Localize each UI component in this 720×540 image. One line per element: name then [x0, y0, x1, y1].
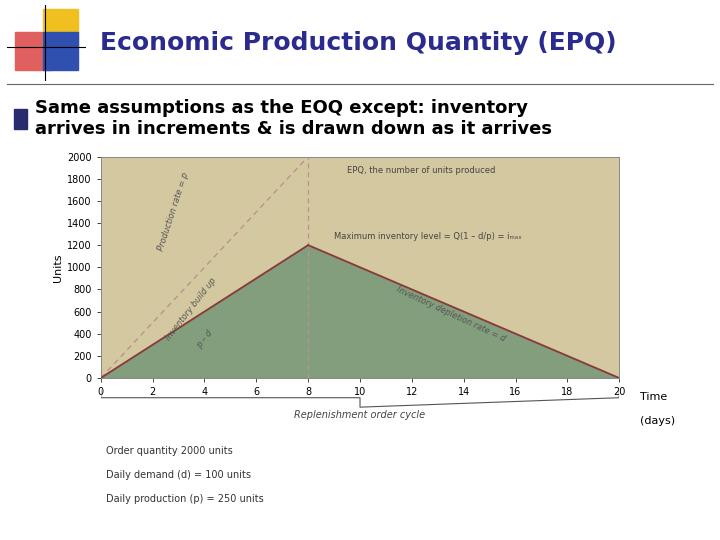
Polygon shape — [101, 245, 619, 378]
Bar — [14, 109, 27, 129]
Text: Production rate = p: Production rate = p — [156, 172, 190, 252]
Text: Replenishment order cycle: Replenishment order cycle — [294, 410, 426, 420]
Text: Economic Production Quantity (EPQ): Economic Production Quantity (EPQ) — [100, 31, 616, 55]
Text: Daily demand (d) = 100 units: Daily demand (d) = 100 units — [106, 470, 251, 480]
Y-axis label: Units: Units — [53, 253, 63, 281]
Text: Order quantity 2000 units: Order quantity 2000 units — [106, 446, 233, 456]
Text: (days): (days) — [640, 416, 675, 426]
Text: Maximum inventory level = Q(1 – d/p) = iₘₐₓ: Maximum inventory level = Q(1 – d/p) = i… — [334, 232, 522, 241]
Text: p – d: p – d — [194, 328, 215, 350]
Text: Daily production (p) = 250 units: Daily production (p) = 250 units — [106, 495, 264, 504]
Text: Inventory depletion rate = d: Inventory depletion rate = d — [395, 285, 507, 343]
Text: Time: Time — [640, 392, 667, 402]
Bar — [43, 9, 78, 47]
Text: Inventory build up: Inventory build up — [164, 276, 219, 342]
Text: EPQ, the number of units produced: EPQ, the number of units produced — [347, 166, 495, 176]
Bar — [15, 32, 50, 70]
Text: Same assumptions as the EOQ except: inventory
arrives in increments & is drawn d: Same assumptions as the EOQ except: inve… — [35, 99, 552, 138]
Bar — [43, 32, 78, 70]
